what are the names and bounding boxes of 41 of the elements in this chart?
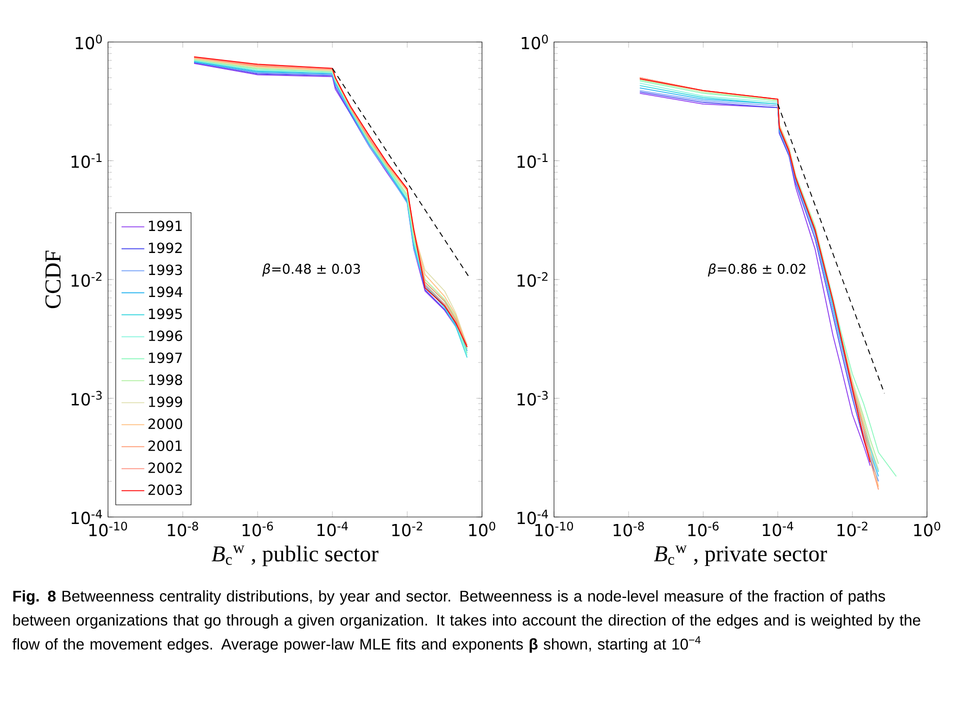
y-tick-label: 10$^{0}$ (522, 34, 548, 50)
y-tick-label: 10$^{-3}$ (72, 390, 102, 406)
legend-label: 1991 (148, 220, 182, 232)
y-tick-label: 10$^{-1}$ (518, 153, 548, 168)
x-tick-label: 10$^{-10}$ (535, 522, 574, 536)
y-tick-label: 10$^{-2}$ (518, 272, 548, 287)
legend-label: 1999 (148, 396, 182, 408)
legend-label: 1992 (148, 242, 182, 254)
legend-label: 1998 (148, 374, 182, 386)
text: Fig. 8 Betweenness centrality distributions, by year and sector. Betweenness is a node-level measure of the fraction of paths between organizations that go through a given organization. It takes into account the direction of the edges and is weighted by the flow of the movement edges. Average power-law MLE fits and exponents β shown, starting at 10$^{−4}$ (12, 590, 920, 653)
y-tick-label: 10$^{-1}$ (72, 153, 102, 168)
legend-label: 1994 (148, 286, 182, 298)
x-axis-title: B$_{c}$$^{w}$ , private sector (654, 546, 827, 566)
x-tick-label: 10$^{-10}$ (89, 522, 128, 536)
legend-label: 2000 (148, 418, 182, 430)
x-tick-label: 10$^{0}$ (914, 522, 940, 536)
legend-label: 1993 (148, 264, 182, 276)
y-tick-label: 10$^{0}$ (76, 34, 102, 50)
x-tick-label: 10$^{-4}$ (762, 522, 794, 536)
y-axis-title: CCDF (45, 250, 61, 308)
y-tick-label: 10$^{-2}$ (72, 272, 102, 287)
legend-label: 2002 (148, 462, 182, 474)
legend-label: 2001 (148, 440, 182, 452)
x-tick-label: 10$^{-6}$ (688, 522, 719, 536)
x-tick-label: 10$^{0}$ (469, 522, 496, 536)
x-tick-label: 10$^{-8}$ (168, 522, 198, 536)
x-tick-label: 10$^{-2}$ (392, 522, 422, 536)
annotation: β=0.86 ± 0.02 (708, 263, 806, 276)
legend-label: 1995 (148, 308, 182, 320)
legend-label: 1997 (148, 352, 182, 364)
x-tick-label: 10$^{-4}$ (317, 522, 348, 536)
y-tick-label: 10$^{-4}$ (72, 510, 102, 524)
x-axis-title: B$_{c}$$^{w}$ , public sector (212, 546, 378, 566)
y-tick-label: 10$^{-3}$ (518, 390, 548, 406)
x-tick-label: 10$^{-8}$ (614, 522, 644, 536)
annotation: β=0.48 ± 0.03 (262, 263, 360, 276)
y-tick-label: 10$^{-4}$ (518, 510, 548, 524)
x-tick-label: 10$^{-2}$ (837, 522, 868, 536)
legend-label: 2003 (148, 484, 182, 496)
x-tick-label: 10$^{-6}$ (242, 522, 273, 536)
legend-label: 1996 (148, 330, 182, 342)
